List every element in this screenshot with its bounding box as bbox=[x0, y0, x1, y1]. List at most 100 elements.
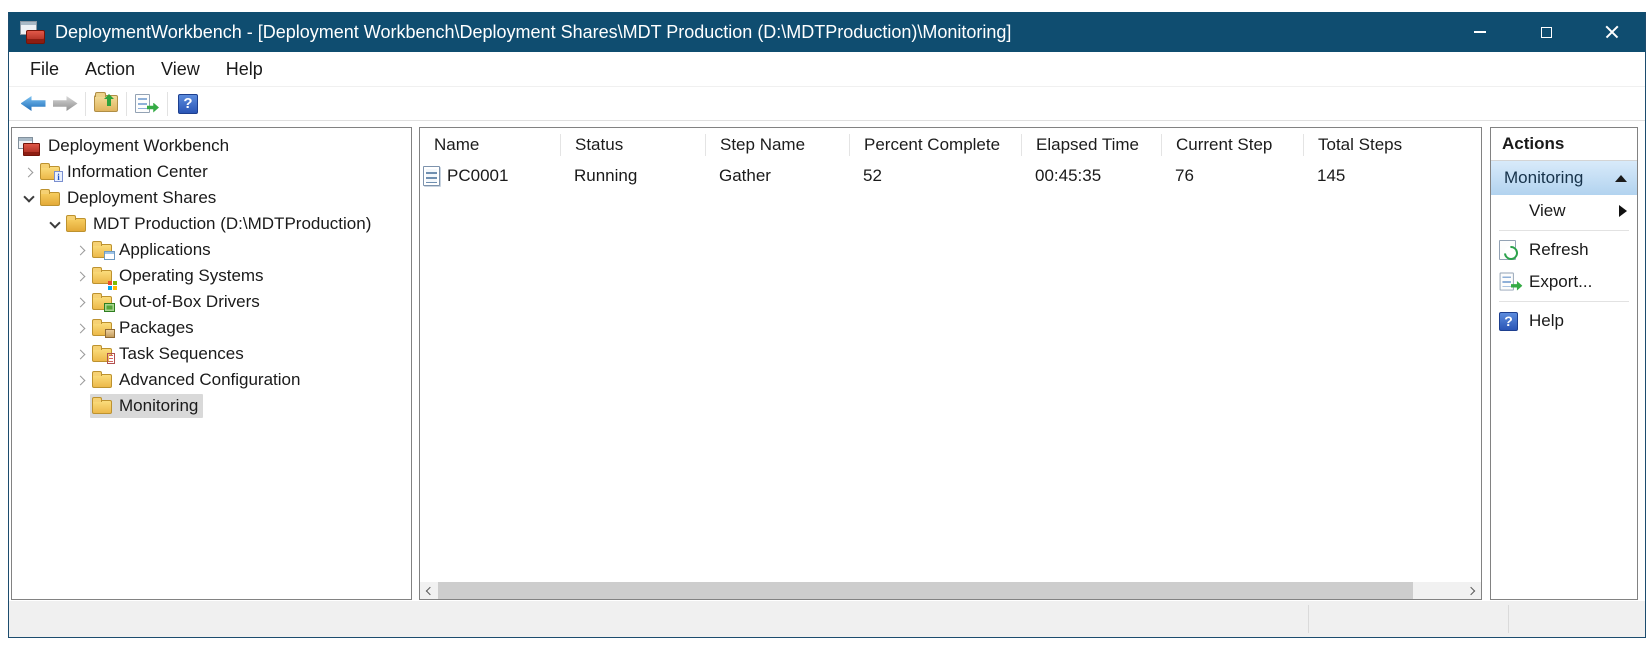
menu-view[interactable]: View bbox=[161, 58, 200, 79]
action-view[interactable]: View bbox=[1491, 195, 1637, 227]
window-title: DeploymentWorkbench - [Deployment Workbe… bbox=[55, 21, 1012, 42]
toolbar-separator bbox=[167, 91, 168, 116]
tree-item-monitoring[interactable]: Monitoring bbox=[12, 393, 411, 419]
action-help[interactable]: ? Help bbox=[1491, 305, 1637, 337]
record-icon bbox=[423, 166, 440, 186]
export-list-icon bbox=[135, 93, 159, 114]
forward-icon bbox=[52, 96, 78, 111]
scroll-left-button[interactable] bbox=[420, 582, 438, 599]
toolbar-separator bbox=[85, 91, 86, 116]
cell-status: Running bbox=[574, 166, 638, 185]
tree-item-mdt-production[interactable]: MDT Production (D:\MDTProduction) bbox=[12, 211, 411, 237]
scrollbar-thumb[interactable] bbox=[438, 582, 1413, 599]
folder-open-icon bbox=[40, 189, 61, 206]
cell-name: PC0001 bbox=[420, 166, 560, 186]
folder-icon bbox=[92, 371, 113, 388]
export-list-button[interactable] bbox=[131, 90, 163, 118]
forward-button[interactable] bbox=[49, 90, 81, 118]
console-tree-pane: Deployment Workbench i Information Center… bbox=[11, 127, 412, 600]
menu-action[interactable]: Action bbox=[85, 58, 136, 79]
actions-group-monitoring[interactable]: Monitoring bbox=[1491, 161, 1637, 195]
statusbar-separator bbox=[1308, 605, 1309, 633]
export-icon bbox=[1499, 272, 1523, 292]
action-refresh[interactable]: Refresh bbox=[1491, 234, 1637, 266]
tree-item-deployment-shares[interactable]: Deployment Shares bbox=[12, 185, 411, 211]
scrollbar-track[interactable] bbox=[1413, 582, 1463, 599]
help-icon: ? bbox=[178, 93, 198, 114]
chevron-right-icon[interactable] bbox=[72, 289, 90, 315]
tree-item-deployment-workbench[interactable]: Deployment Workbench bbox=[12, 133, 411, 159]
cell-current-step: 76 bbox=[1175, 166, 1194, 185]
back-button[interactable] bbox=[17, 90, 49, 118]
action-export[interactable]: Export... bbox=[1491, 266, 1637, 298]
column-header-current-step[interactable]: Current Step bbox=[1161, 134, 1303, 156]
results-pane: Name Status Step Name Percent Complete E… bbox=[419, 127, 1482, 600]
collapse-group-icon[interactable] bbox=[1615, 174, 1627, 182]
column-header-status[interactable]: Status bbox=[560, 134, 705, 156]
tree-item-packages[interactable]: Packages bbox=[12, 315, 411, 341]
menu-file[interactable]: File bbox=[30, 58, 60, 79]
up-one-level-icon bbox=[94, 92, 118, 112]
statusbar-separator bbox=[1508, 605, 1509, 633]
column-header-step-name[interactable]: Step Name bbox=[705, 134, 849, 156]
folder-packages-icon bbox=[92, 319, 115, 338]
chevron-right-icon[interactable] bbox=[72, 237, 90, 263]
main-area: Deployment Workbench i Information Center… bbox=[9, 121, 1645, 601]
tree-item-applications[interactable]: Applications bbox=[12, 237, 411, 263]
minimize-icon bbox=[1474, 31, 1486, 33]
cell-total-steps: 145 bbox=[1317, 166, 1346, 185]
workbench-icon bbox=[18, 136, 40, 156]
folder-os-icon bbox=[92, 267, 113, 285]
menu-bar: File Action View Help bbox=[9, 52, 1645, 87]
chevron-right-icon[interactable] bbox=[72, 341, 90, 367]
close-button[interactable] bbox=[1579, 12, 1645, 52]
maximize-button[interactable] bbox=[1513, 12, 1579, 52]
chevron-down-icon[interactable] bbox=[46, 211, 64, 237]
minimize-button[interactable] bbox=[1447, 12, 1513, 52]
horizontal-scrollbar[interactable] bbox=[420, 582, 1481, 599]
cell-step-name: Gather bbox=[719, 166, 771, 185]
maximize-icon bbox=[1540, 26, 1552, 38]
chevron-down-icon[interactable] bbox=[20, 185, 38, 211]
column-header-elapsed-time[interactable]: Elapsed Time bbox=[1021, 134, 1161, 156]
view-submenu-icon bbox=[1619, 205, 1627, 217]
refresh-icon bbox=[1499, 240, 1516, 260]
column-header-name[interactable]: Name bbox=[434, 135, 480, 154]
menu-help[interactable]: Help bbox=[225, 58, 263, 79]
chevron-placeholder bbox=[72, 393, 90, 419]
folder-info-icon: i bbox=[40, 163, 63, 182]
up-one-level-button[interactable] bbox=[90, 90, 122, 118]
column-header-total-steps[interactable]: Total Steps bbox=[1303, 134, 1473, 156]
column-header-percent-complete[interactable]: Percent Complete bbox=[849, 134, 1021, 156]
help-button[interactable]: ? bbox=[172, 90, 204, 118]
cell-percent-complete: 52 bbox=[863, 166, 882, 185]
toolbar: ? bbox=[9, 87, 1645, 121]
tree-item-task-sequences[interactable]: Task Sequences bbox=[12, 341, 411, 367]
list-header: Name Status Step Name Percent Complete E… bbox=[420, 128, 1481, 162]
back-icon bbox=[20, 96, 46, 111]
tree-item-advanced-configuration[interactable]: Advanced Configuration bbox=[12, 367, 411, 393]
chevron-right-icon[interactable] bbox=[20, 159, 38, 185]
chevron-right-icon[interactable] bbox=[72, 315, 90, 341]
folder-drivers-icon bbox=[92, 293, 115, 312]
title-bar[interactable]: DeploymentWorkbench - [Deployment Workbe… bbox=[9, 12, 1645, 52]
folder-applications-icon bbox=[92, 241, 115, 260]
mmc-console-icon bbox=[20, 20, 45, 44]
chevron-right-icon[interactable] bbox=[72, 367, 90, 393]
tree-item-out-of-box-drivers[interactable]: Out-of-Box Drivers bbox=[12, 289, 411, 315]
scroll-right-button[interactable] bbox=[1463, 582, 1481, 599]
tree-item-information-center[interactable]: i Information Center bbox=[12, 159, 411, 185]
chevron-right-icon[interactable] bbox=[72, 263, 90, 289]
tree-item-operating-systems[interactable]: Operating Systems bbox=[12, 263, 411, 289]
folder-tasks-icon bbox=[92, 345, 115, 364]
folder-open-icon bbox=[66, 215, 87, 232]
toolbar-separator bbox=[126, 91, 127, 116]
table-row[interactable]: PC0001 Running Gather 52 00:45:35 76 145 bbox=[420, 162, 1481, 190]
mmc-window: DeploymentWorkbench - [Deployment Workbe… bbox=[8, 12, 1646, 638]
actions-separator bbox=[1499, 301, 1629, 302]
folder-icon bbox=[92, 397, 113, 414]
actions-separator bbox=[1499, 230, 1629, 231]
actions-pane: Actions Monitoring View Refresh bbox=[1490, 127, 1638, 600]
window-controls bbox=[1447, 12, 1645, 52]
